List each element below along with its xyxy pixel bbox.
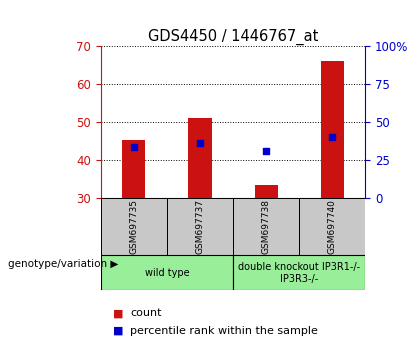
Bar xyxy=(189,118,212,198)
Text: GSM697738: GSM697738 xyxy=(262,199,270,254)
Bar xyxy=(255,185,278,198)
Bar xyxy=(101,198,167,255)
Bar xyxy=(321,61,344,198)
Text: genotype/variation ▶: genotype/variation ▶ xyxy=(8,259,119,269)
Text: wild type: wild type xyxy=(144,268,189,278)
Text: percentile rank within the sample: percentile rank within the sample xyxy=(130,326,318,336)
Text: double knockout IP3R1-/-
IP3R3-/-: double knockout IP3R1-/- IP3R3-/- xyxy=(238,262,360,284)
Point xyxy=(329,135,336,140)
Title: GDS4450 / 1446767_at: GDS4450 / 1446767_at xyxy=(148,28,318,45)
Text: count: count xyxy=(130,308,162,318)
Point xyxy=(197,140,203,146)
Bar xyxy=(101,255,233,290)
Text: ■: ■ xyxy=(113,326,124,336)
Text: ■: ■ xyxy=(113,308,124,318)
Point xyxy=(263,148,270,154)
Bar xyxy=(299,198,365,255)
Bar xyxy=(233,198,299,255)
Bar xyxy=(233,255,365,290)
Bar xyxy=(122,140,145,198)
Text: GSM697740: GSM697740 xyxy=(328,199,337,254)
Text: GSM697737: GSM697737 xyxy=(196,199,205,254)
Text: GSM697735: GSM697735 xyxy=(129,199,138,254)
Point xyxy=(131,144,137,150)
Bar xyxy=(167,198,233,255)
